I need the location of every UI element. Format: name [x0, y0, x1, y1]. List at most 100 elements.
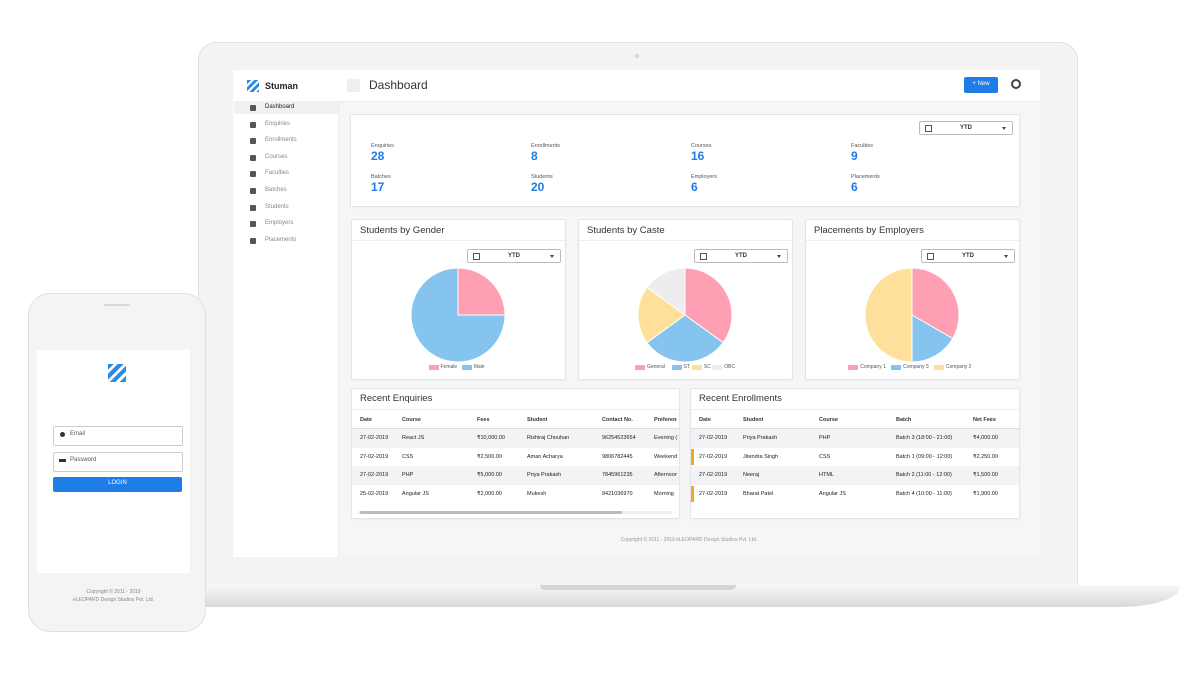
column-header: Course [402, 417, 421, 423]
filter-select[interactable]: YTD [921, 249, 1015, 263]
password-input[interactable] [53, 452, 183, 472]
stat-value: 28 [371, 149, 385, 163]
legend-label: Company 3 [903, 364, 929, 370]
user-icon [60, 432, 65, 437]
stat-label: Employers [691, 174, 717, 180]
menu-button[interactable] [347, 79, 360, 92]
column-header: Student [527, 417, 548, 423]
column-header: Date [360, 417, 372, 423]
table-cell: Angular JS [819, 490, 846, 497]
header-bar [338, 70, 1040, 102]
table-title: Recent Enquiries [360, 393, 433, 404]
column-header: Contact No. [602, 417, 633, 423]
nav-icon [250, 237, 256, 244]
filter-select[interactable]: YTD [467, 249, 561, 263]
table-cell: ₹10,000.00 [477, 435, 505, 441]
column-header: Preference [654, 417, 677, 423]
login-button[interactable] [53, 477, 182, 492]
nav-item: Placements [265, 236, 297, 243]
page-title: Dashboard [369, 78, 428, 92]
phone-speaker [104, 304, 130, 306]
table-card: Recent Enrollments Date Student Course Batch… [690, 388, 1020, 519]
sidebar [233, 70, 339, 557]
caret [1002, 127, 1006, 130]
table-cell: Batch 4 (10:00 - 11:00) [896, 490, 952, 497]
legend-label: Company 1 [860, 364, 886, 370]
header-divider [352, 428, 679, 429]
calendar-icon [473, 253, 480, 260]
table-cell: Angular JS [402, 490, 429, 497]
stats-card: YTD Enquiries 28 Enrollments 8 Courses 16 Facul… [350, 114, 1020, 207]
stat-label: Enquiries [371, 143, 394, 149]
stat-value: 17 [371, 180, 385, 194]
pie-slice [646, 267, 686, 316]
legend-label: Male [473, 364, 485, 370]
nav-item: Employers [265, 220, 294, 227]
legend-swatch [712, 365, 723, 370]
stat-label: Students [531, 174, 553, 180]
filter-label: YTD [960, 125, 972, 131]
card-divider [806, 240, 1019, 241]
legend-label: Female [440, 364, 458, 370]
table-cell: CSS [819, 453, 831, 460]
nav-icon [250, 171, 256, 178]
logo [247, 80, 259, 92]
stat-label: Batches [371, 174, 391, 180]
stat-label: Courses [691, 143, 712, 149]
table-cell: 7845961235 [602, 472, 633, 478]
nav-item: Enquiries [265, 120, 291, 127]
nav-item: Courses [265, 153, 288, 160]
column-header: Batch [896, 417, 912, 423]
table-cell: Batch 3 (18:00 - 21:00) [896, 435, 953, 441]
new-button-label: + New [972, 81, 990, 87]
password-placeholder: Password [70, 457, 97, 463]
new-button[interactable] [964, 77, 998, 93]
card-divider [352, 409, 679, 410]
table-cell: ₹2,000.00 [477, 490, 502, 497]
nav-icon [250, 204, 256, 211]
email-input[interactable] [53, 426, 183, 446]
table-cell: Batch 2 (11:00 - 12:00) [896, 472, 952, 478]
login-label: LOGIN [108, 480, 127, 486]
key-icon [59, 459, 66, 462]
pie-slice [864, 267, 913, 363]
stat-value: 9 [851, 149, 858, 163]
table-cell: Rishiraj Chouhan [527, 435, 570, 441]
legend-swatch [691, 365, 702, 370]
card-divider [352, 240, 565, 241]
user-icon[interactable] [1011, 79, 1021, 89]
pie-chart [864, 267, 960, 363]
pie-chart [410, 267, 506, 363]
pie-slice [646, 314, 724, 363]
table-cell: Mukesh [527, 490, 547, 497]
row-stripe [352, 429, 679, 448]
table-cell: 25-02-2019 [360, 490, 389, 497]
nav-icon [250, 154, 256, 161]
table-cell: ₹4,000.00 [973, 435, 998, 441]
nav-item: Students [265, 203, 289, 210]
active-item [234, 101, 338, 114]
pie-slice [457, 267, 506, 316]
table-cell: Aman Acharya [527, 453, 563, 460]
table-cell: PHP [402, 472, 414, 478]
scroll-thumb[interactable] [360, 511, 622, 514]
legend-swatch [635, 365, 646, 370]
caret [777, 255, 781, 258]
phone-logo [108, 364, 126, 382]
filter-select[interactable]: YTD [694, 249, 788, 263]
table-cell: 8421036970 [602, 490, 633, 497]
filter-label: YTD [508, 253, 520, 259]
table-cell: ₹1,500.00 [973, 472, 998, 478]
stat-value: 20 [531, 180, 545, 194]
legend-label: SC [703, 364, 711, 370]
legend-swatch [428, 365, 439, 370]
card-divider [579, 240, 792, 241]
filter-select[interactable]: YTD [919, 121, 1013, 135]
table-cell: Priya Prakash [527, 472, 562, 478]
nav-item: Faculties [265, 170, 290, 177]
legend-swatch [848, 365, 859, 370]
calendar-icon [925, 125, 932, 132]
stat-value: 8 [531, 149, 538, 163]
legend-label: OBC [724, 364, 736, 370]
